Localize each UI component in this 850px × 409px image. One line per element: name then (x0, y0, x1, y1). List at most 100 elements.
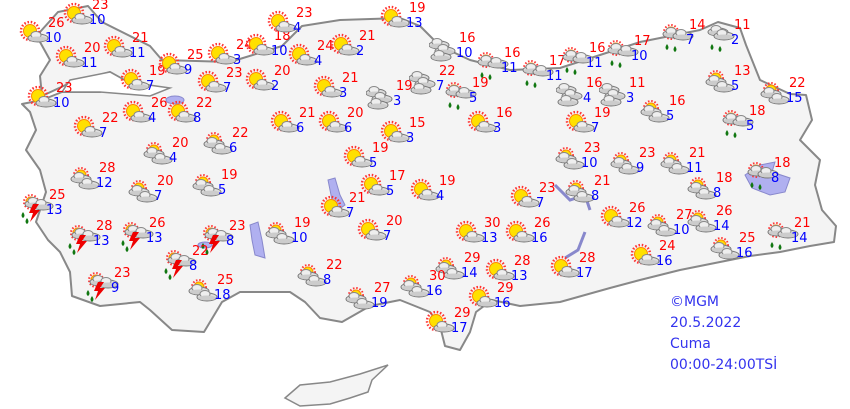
min-temp: 10 (45, 31, 62, 46)
max-temp: 20 (84, 41, 101, 56)
max-temp: 29 (464, 251, 481, 266)
max-temp: 19 (409, 1, 426, 16)
partly-cloudy-icon (188, 279, 218, 302)
cloudy-icon (556, 83, 583, 107)
partly-cloudy-icon (70, 167, 100, 190)
min-temp: 2 (271, 79, 280, 94)
max-temp: 22 (439, 64, 456, 79)
weather-station: 23 8 (199, 219, 259, 259)
weather-station: 22 7 (72, 112, 132, 151)
weather-station: 28 13 (484, 255, 544, 294)
min-temp: 16 (656, 254, 673, 269)
min-temp: 6 (296, 121, 305, 136)
weather-station: 19 3 (366, 80, 426, 119)
weather-station: 22 8 (296, 259, 356, 298)
partly-cloudy-icon (687, 177, 717, 200)
max-temp: 21 (299, 106, 316, 121)
max-temp: 19 (221, 168, 238, 183)
min-temp: 19 (371, 296, 388, 311)
min-temp: 8 (591, 189, 600, 204)
sun-cloud-icon (267, 10, 297, 33)
max-temp: 23 (114, 266, 131, 281)
min-temp: 11 (81, 56, 98, 71)
turkey-land (21, 5, 837, 351)
max-temp: 22 (192, 244, 209, 259)
max-temp: 16 (589, 41, 606, 56)
weather-station: 26 13 (119, 217, 179, 256)
weather-station: 30 16 (399, 270, 459, 309)
partly-cloudy-icon (265, 222, 295, 245)
lake-beysehir (249, 221, 266, 259)
weather-station: 24 4 (287, 39, 347, 79)
min-temp: 10 (53, 96, 70, 111)
sun-cloud-icon (410, 178, 440, 201)
cyprus (283, 364, 389, 407)
max-temp: 15 (409, 116, 426, 131)
rain-icon (445, 82, 477, 110)
max-temp: 23 (229, 219, 246, 234)
min-temp: 11 (546, 69, 563, 84)
sun-cloud-icon (357, 218, 387, 241)
weather-station: 18 8 (744, 157, 804, 196)
max-temp: 20 (172, 136, 189, 151)
weather-station: 25 18 (187, 273, 247, 313)
sun-cloud-icon (630, 243, 660, 266)
max-temp: 25 (217, 273, 234, 288)
min-temp: 4 (436, 189, 445, 204)
weather-station: 21 11 (659, 147, 719, 186)
max-temp: 21 (359, 29, 376, 44)
weather-station: 20 4 (142, 136, 202, 176)
rain-icon (767, 222, 799, 250)
rain-icon (607, 40, 639, 68)
min-temp: 7 (99, 126, 108, 141)
weather-station: 29 14 (434, 251, 494, 291)
weather-station: 25 16 (709, 232, 769, 271)
max-temp: 17 (634, 34, 651, 49)
min-temp: 11 (586, 56, 603, 71)
max-temp: 24 (317, 39, 334, 54)
sun-cloud-icon (467, 110, 497, 133)
forecast-period: 00:00-24:00TSİ (670, 357, 778, 373)
weather-station: 16 3 (466, 107, 526, 146)
max-temp: 28 (99, 161, 116, 176)
max-temp: 21 (794, 216, 811, 231)
min-temp: 17 (451, 321, 468, 336)
thunderstorm-icon (21, 194, 54, 224)
min-temp: 7 (436, 79, 445, 94)
min-temp: 2 (356, 44, 365, 59)
min-temp: 16 (494, 296, 511, 311)
min-temp: 4 (314, 54, 323, 69)
weather-station: 16 4 (556, 77, 616, 116)
max-temp: 20 (157, 174, 174, 189)
min-temp: 5 (666, 109, 675, 124)
weather-station: 22 15 (759, 77, 819, 116)
weather-station: 30 13 (454, 217, 514, 256)
min-temp: 5 (469, 91, 478, 106)
max-temp: 26 (48, 16, 65, 31)
min-temp: 13 (146, 231, 163, 246)
copyright: ©MGM (670, 294, 720, 310)
rain-icon (562, 47, 594, 75)
sun-cloud-icon (320, 195, 350, 218)
sun-cloud-icon (245, 68, 275, 91)
weather-station: 16 11 (559, 41, 619, 81)
max-temp: 16 (669, 94, 686, 109)
min-temp: 5 (731, 79, 740, 94)
partly-cloudy-icon (640, 100, 670, 123)
min-temp: 4 (293, 21, 302, 36)
max-temp: 11 (629, 76, 646, 91)
min-temp: 8 (193, 111, 202, 126)
weather-station: 18 10 (244, 30, 304, 69)
partly-cloudy-icon (760, 82, 790, 105)
max-temp: 17 (389, 169, 406, 184)
weather-station: 28 12 (69, 161, 129, 201)
min-temp: 7 (383, 229, 392, 244)
weather-station: 20 7 (356, 215, 416, 254)
partly-cloudy-icon (555, 147, 585, 170)
min-temp: 8 (771, 171, 780, 186)
min-temp: 10 (581, 156, 598, 171)
weather-station: 19 7 (119, 65, 179, 104)
min-temp: 6 (344, 121, 353, 136)
weather-station: 20 2 (244, 65, 304, 104)
